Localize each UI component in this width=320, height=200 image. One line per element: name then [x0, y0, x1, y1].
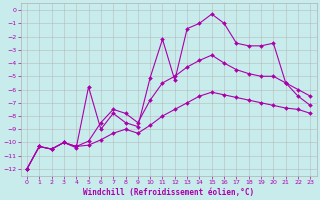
X-axis label: Windchill (Refroidissement éolien,°C): Windchill (Refroidissement éolien,°C)	[83, 188, 254, 197]
